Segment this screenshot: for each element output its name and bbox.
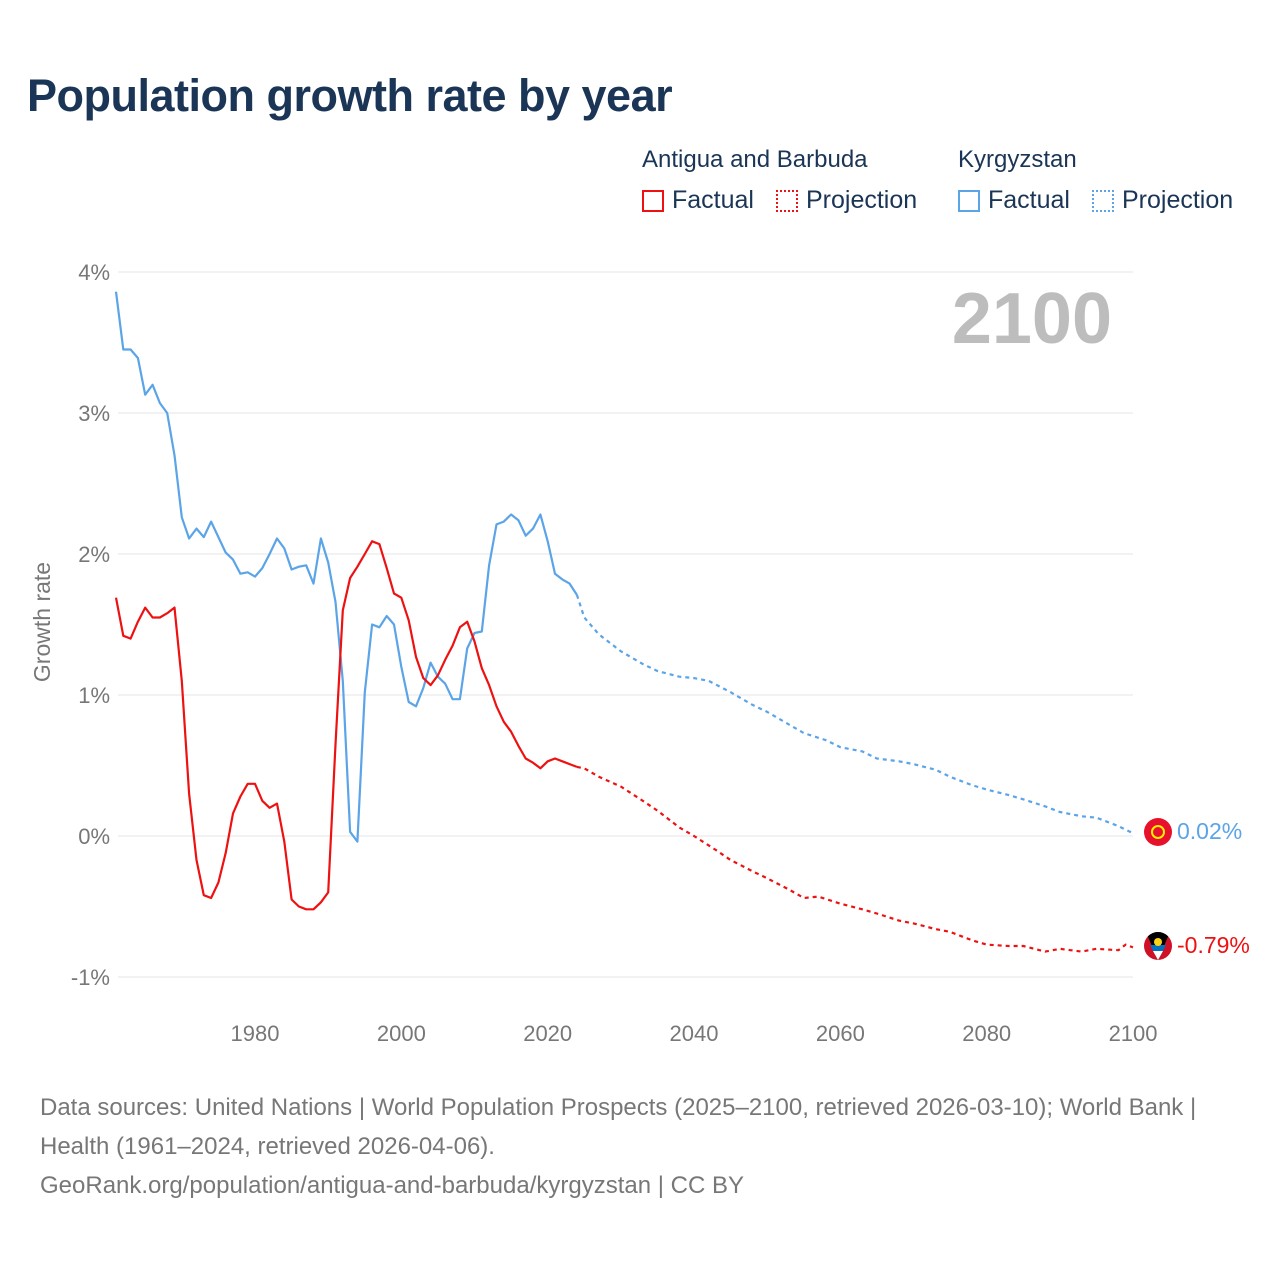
x-tick-label: 2040 [670,1021,719,1046]
swatch-dotted-blue [1092,189,1114,212]
kyrgyzstan-projection-line [575,594,1134,835]
source-link[interactable]: GeoRank.org/population/antigua-and-barbu… [40,1172,744,1199]
legend-label: Factual [672,186,754,214]
current-year-label: 2100 [951,279,1112,359]
kyrgyzstan-end-value: 0.02% [1177,818,1242,844]
swatch-dotted-red [776,189,798,212]
antigua-and-barbuda-factual-line [114,540,578,911]
legend-antigua-projection[interactable]: Projection [776,186,917,215]
page-title: Population growth rate by year [27,70,673,121]
footer: Data sources: United Nations | World Pop… [40,1088,1240,1205]
y-axis-label: Growth rate [29,562,55,682]
x-tick-label: 2080 [962,1021,1011,1046]
legend-kyrgyzstan-factual[interactable]: Factual [958,186,1070,215]
antigua-end-value: -0.79% [1177,932,1250,958]
kyrgyzstan-factual-line [114,291,578,843]
x-tick-label: 2060 [816,1021,865,1046]
legend-label: Projection [806,186,918,214]
y-tick-label: 4% [78,260,110,285]
y-tick-label: 0% [78,824,110,849]
swatch-solid-red [642,189,664,212]
y-tick-label: 1% [78,683,110,708]
antigua-flag-icon [1144,932,1172,960]
y-tick-label: 2% [78,542,110,567]
chart-plot: -1% 0% 1% 2% 3% 4% 1980 2000 2020 2040 2060 2080 210… [29,260,1250,1046]
y-tick-label: 3% [78,401,110,426]
legend-label: Factual [988,186,1070,214]
legend-kyrgyzstan-projection[interactable]: Projection [1092,186,1233,215]
x-tick-label: 1980 [231,1021,280,1046]
legend-group-kyrgyzstan: Kyrgyzstan [958,146,1077,173]
kyrgyzstan-flag-icon [1144,818,1172,846]
data-sources: Data sources: United Nations | World Pop… [40,1094,1197,1160]
x-tick-label: 2000 [377,1021,426,1046]
legend-group-antigua: Antigua and Barbuda [642,146,868,173]
x-tick-label: 2020 [523,1021,572,1046]
legend-label: Projection [1122,186,1234,214]
y-tick-label: -1% [71,965,110,990]
legend-antigua-factual[interactable]: Factual [642,186,754,215]
antigua-and-barbuda-projection-line [576,765,1134,953]
swatch-solid-blue [958,189,980,212]
x-tick-label: 2100 [1109,1021,1158,1046]
